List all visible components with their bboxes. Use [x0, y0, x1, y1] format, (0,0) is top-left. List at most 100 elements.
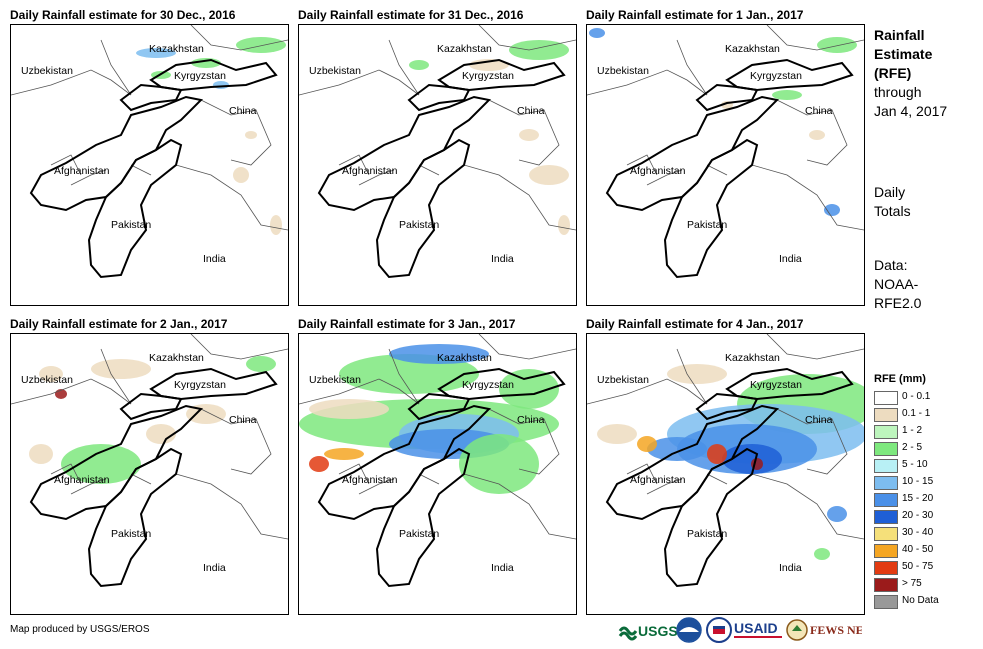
rainfall-area: [707, 444, 727, 464]
province-border: [676, 39, 708, 96]
province-border: [130, 164, 152, 176]
province-border: [751, 473, 864, 540]
rainfall-area: [409, 60, 429, 70]
province-border: [190, 25, 288, 51]
province-border: [478, 25, 576, 51]
country-label-kazakhstan: Kazakhstan: [437, 43, 492, 55]
legend-label: 5 - 10: [902, 459, 928, 470]
country-label-china: China: [517, 105, 545, 117]
province-border: [776, 408, 848, 475]
country-border: [695, 392, 759, 421]
country-border: [407, 392, 471, 421]
country-label-pakistan: Pakistan: [111, 528, 152, 540]
country-border: [605, 404, 780, 521]
country-label-china: China: [229, 105, 257, 117]
legend-label: 30 - 40: [902, 527, 934, 538]
footer-credit: Map produced by USGS/EROS: [10, 624, 150, 635]
rainfall-area: [809, 130, 825, 140]
province-border: [646, 169, 683, 186]
map-panel: Daily Rainfall estimate for 2 Jan., 2017…: [10, 317, 289, 615]
country-label-india: India: [491, 253, 514, 265]
province-border: [488, 99, 560, 166]
usaid-logo: USAID: [734, 617, 784, 643]
legend-swatch: [874, 493, 898, 507]
usaid-logo-text: USAID: [734, 620, 778, 636]
country-label-kyrgyzstan: Kyrgyzstan: [174, 379, 226, 391]
province-border: [358, 478, 395, 495]
legend-label: No Data: [902, 595, 939, 606]
country-label-kyrgyzstan: Kyrgyzstan: [462, 70, 514, 82]
province-border: [646, 478, 683, 495]
country-label-kazakhstan: Kazakhstan: [725, 43, 780, 55]
country-label-china: China: [517, 414, 545, 426]
rainfall-area: [647, 437, 707, 461]
fewsnet-logo-text: FEWS NET: [810, 623, 862, 637]
data-source: Data: NOAA- RFE2.0: [874, 256, 921, 313]
panel-title: Daily Rainfall estimate for 4 Jan., 2017: [586, 317, 804, 331]
country-label-uzbekistan: Uzbekistan: [597, 374, 649, 386]
province-border: [130, 473, 152, 485]
rainfall-map: [587, 25, 864, 279]
rainfall-area: [667, 364, 727, 384]
country-border: [317, 95, 492, 212]
rainfall-map: [299, 25, 576, 279]
country-border: [375, 138, 471, 279]
map-frame: Kazakhstan Uzbekistan Kyrgyzstan China Afgha…: [298, 333, 577, 615]
map-panel: Daily Rainfall estimate for 1 Jan., 2017…: [586, 8, 865, 306]
country-label-afghanistan: Afghanistan: [342, 474, 398, 486]
province-border: [338, 463, 370, 485]
totals-line-1: Daily: [874, 184, 906, 200]
country-label-kazakhstan: Kazakhstan: [725, 352, 780, 364]
rainfall-area: [236, 37, 286, 53]
title-line-1: Rainfall: [874, 27, 925, 43]
country-label-kazakhstan: Kazakhstan: [149, 43, 204, 55]
province-border: [358, 169, 395, 186]
country-label-pakistan: Pakistan: [687, 219, 728, 231]
province-border: [388, 348, 420, 405]
rainfall-area: [722, 444, 782, 474]
legend-swatch: [874, 527, 898, 541]
rainfall-area: [558, 215, 570, 235]
province-border: [50, 154, 82, 176]
rainfall-area: [589, 28, 605, 38]
province-border: [676, 348, 708, 405]
country-label-uzbekistan: Uzbekistan: [597, 65, 649, 77]
province-border: [200, 408, 272, 475]
data-line-3: RFE2.0: [874, 295, 922, 311]
province-border: [100, 348, 132, 405]
province-border: [299, 378, 420, 405]
panel-title: Daily Rainfall estimate for 3 Jan., 2017: [298, 317, 516, 331]
country-label-uzbekistan: Uzbekistan: [21, 374, 73, 386]
legend-label: 2 - 5: [902, 442, 923, 453]
data-line-1: Data:: [874, 257, 908, 273]
province-border: [706, 164, 728, 176]
map-panel: Daily Rainfall estimate for 31 Dec., 201…: [298, 8, 577, 306]
daily-totals: Daily Totals: [874, 183, 911, 221]
rainfall-area: [245, 131, 257, 139]
country-border: [87, 447, 183, 588]
totals-line-2: Totals: [874, 203, 911, 219]
rainfall-area: [637, 436, 657, 452]
province-border: [175, 473, 288, 540]
through-line-1: through: [874, 84, 922, 100]
map-frame: Kazakhstan Uzbekistan Kyrgyzstan China Afgha…: [586, 24, 865, 306]
country-label-india: India: [203, 253, 226, 265]
country-label-afghanistan: Afghanistan: [54, 165, 110, 177]
panel-title: Daily Rainfall estimate for 2 Jan., 2017: [10, 317, 228, 331]
usgs-logo: USGS: [618, 617, 680, 643]
country-label-uzbekistan: Uzbekistan: [309, 374, 361, 386]
country-label-kyrgyzstan: Kyrgyzstan: [750, 70, 802, 82]
country-label-kyrgyzstan: Kyrgyzstan: [750, 379, 802, 391]
legend-label: 20 - 30: [902, 510, 934, 521]
country-label-china: China: [805, 105, 833, 117]
rainfall-area: [772, 90, 802, 100]
province-border: [626, 154, 658, 176]
country-label-china: China: [805, 414, 833, 426]
country-border: [663, 138, 759, 279]
country-label-china: China: [229, 414, 257, 426]
fewsnet-logo: FEWS NET: [786, 617, 872, 643]
rainfall-map: [587, 334, 864, 588]
panel-title: Daily Rainfall estimate for 31 Dec., 201…: [298, 8, 524, 22]
usaid-seal-icon: [706, 617, 732, 643]
rainfall-area: [309, 399, 389, 419]
